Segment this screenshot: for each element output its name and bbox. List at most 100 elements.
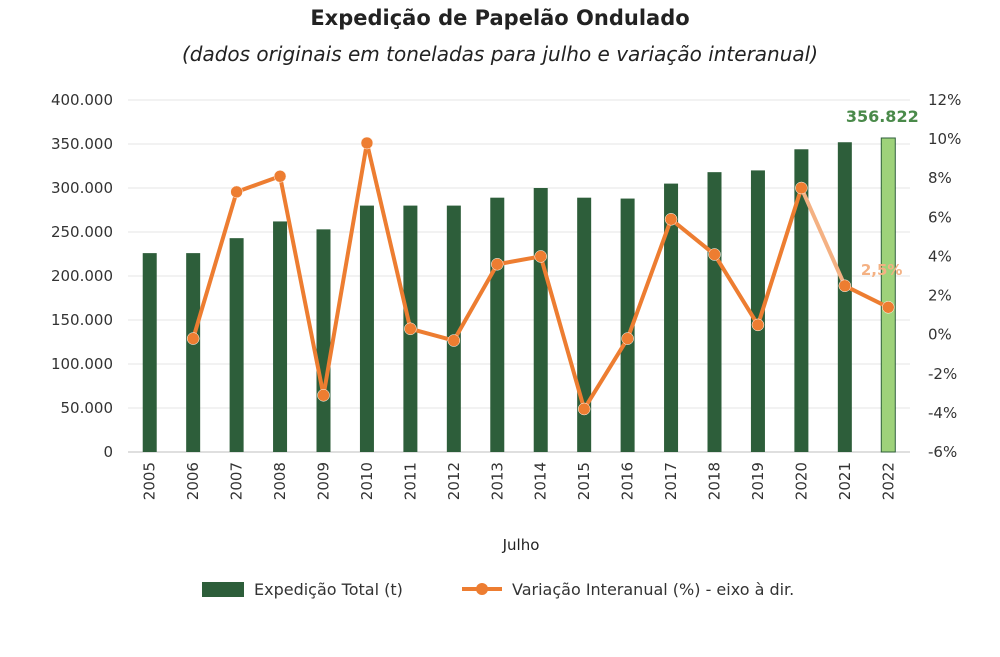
- line-point: [534, 250, 547, 263]
- x-axis-tick-label: 2013: [488, 462, 506, 500]
- left-axis: 0 50.000 100.000 150.000 200.000 250.000 300.0…: [51, 91, 113, 461]
- bar: [837, 142, 852, 453]
- bar: [142, 253, 157, 452]
- bar: [446, 205, 461, 452]
- line-series: [186, 136, 895, 416]
- left-axis-tick-label: 100.000: [51, 355, 113, 373]
- line-segment: [538, 254, 587, 411]
- right-axis-tick-label: 0%: [928, 326, 952, 344]
- right-axis: -6% -4% -2% 0% 2% 4% 6% 8% 10% 12%: [928, 91, 961, 461]
- left-axis-tick-label: 350.000: [51, 135, 113, 153]
- line-segment: [799, 186, 847, 288]
- x-axis-tick-label: 2016: [619, 462, 637, 500]
- right-axis-tick-label: -4%: [928, 404, 957, 422]
- right-axis-tick-label: 2%: [928, 287, 952, 305]
- left-axis-tick-label: 250.000: [51, 223, 113, 241]
- gridlines: [128, 99, 910, 453]
- bar: [880, 137, 896, 453]
- x-axis-tick-label: 2015: [575, 462, 593, 500]
- line-point: [577, 402, 591, 416]
- line-segment: [495, 254, 543, 267]
- right-axis-tick-label: 10%: [928, 130, 961, 148]
- line-point: [664, 213, 678, 226]
- legend-bar-swatch: [202, 582, 244, 597]
- chart-title: Expedição de Papelão Ondulado: [310, 6, 690, 30]
- x-axis-tick-label: 2009: [315, 462, 333, 500]
- left-axis-tick-label: 150.000: [51, 311, 113, 329]
- right-axis-tick-label: 6%: [928, 208, 952, 226]
- x-axis: 2005 2006 2007 2008 2009 2010 2011 2012 2013 2014…: [141, 462, 898, 500]
- x-axis-tick-label: 2007: [228, 462, 246, 500]
- left-axis-tick-label: 50.000: [61, 399, 114, 417]
- legend: Expedição Total (t) Variação Interanual …: [202, 580, 794, 599]
- line-segment: [408, 326, 456, 343]
- bar: [707, 172, 722, 452]
- bar: [664, 183, 679, 452]
- left-axis-tick-label: 200.000: [51, 267, 113, 285]
- legend-line-marker: [476, 583, 488, 595]
- chart-subtitle: (dados originais em toneladas para julho…: [181, 42, 819, 66]
- line-point: [621, 332, 634, 345]
- x-axis-tick-label: 2020: [792, 462, 810, 500]
- line-point: [186, 332, 200, 345]
- right-axis-tick-label: 12%: [928, 91, 961, 109]
- line-point: [360, 136, 374, 150]
- line-segment: [842, 283, 891, 310]
- line-point: [795, 181, 808, 195]
- bar: [620, 198, 635, 452]
- right-axis-tick-label: -6%: [928, 443, 957, 461]
- annotations: 356.822 2,5%: [846, 107, 919, 279]
- line-point: [708, 248, 721, 261]
- line-segment: [582, 336, 630, 411]
- bar: [577, 197, 592, 452]
- right-axis-tick-label: 8%: [928, 169, 952, 187]
- bar: [750, 170, 765, 452]
- line-segment: [451, 262, 500, 343]
- x-axis-tick-label: 2006: [184, 462, 202, 500]
- right-axis-tick-label: 4%: [928, 247, 952, 265]
- line-point: [404, 322, 417, 336]
- line-segment: [669, 217, 717, 257]
- x-axis-tick-label: 2017: [662, 462, 680, 500]
- line-point: [273, 170, 287, 183]
- bar: [186, 253, 201, 452]
- bar: [316, 229, 331, 452]
- left-axis-tick-label: 300.000: [51, 179, 113, 197]
- bar: [229, 238, 244, 452]
- left-axis-tick-label: 0: [103, 443, 113, 461]
- line-point: [751, 318, 765, 332]
- line-value-label: 2,5%: [861, 261, 903, 279]
- x-axis-tick-label: 2011: [401, 462, 419, 500]
- line-point: [317, 389, 330, 402]
- x-axis-tick-label: 2019: [749, 462, 767, 500]
- legend-bar-label: Expedição Total (t): [254, 580, 403, 599]
- bar: [533, 188, 548, 452]
- x-axis-tick-label: 2005: [141, 462, 159, 500]
- line-segment: [364, 141, 413, 331]
- right-axis-tick-label: -2%: [928, 365, 957, 383]
- bar: [794, 149, 809, 452]
- bar: [490, 197, 505, 452]
- x-axis-tick-label: 2021: [836, 462, 854, 500]
- left-axis-tick-label: 400.000: [51, 91, 113, 109]
- line-segment: [712, 252, 760, 327]
- x-axis-tick-label: 2014: [532, 462, 550, 500]
- x-axis-tick-label: 2010: [358, 462, 376, 500]
- line-point: [447, 334, 461, 347]
- line-segment: [234, 174, 283, 194]
- legend-line-label: Variação Interanual (%) - eixo à dir.: [512, 580, 794, 599]
- line-segment: [755, 186, 804, 327]
- bar-value-label: 356.822: [846, 107, 919, 126]
- x-axis-tick-label: 2008: [271, 462, 289, 500]
- x-axis-tick-label: 2012: [445, 462, 463, 500]
- bar: [359, 205, 374, 452]
- line-point: [491, 258, 504, 271]
- x-axis-title: Julho: [502, 536, 540, 554]
- line-segment: [278, 174, 326, 398]
- line-segment: [191, 189, 239, 341]
- bar: [273, 221, 288, 452]
- line-point: [838, 279, 852, 293]
- line-point: [882, 301, 895, 314]
- line-segment: [625, 217, 674, 341]
- x-axis-tick-label: 2018: [706, 462, 724, 500]
